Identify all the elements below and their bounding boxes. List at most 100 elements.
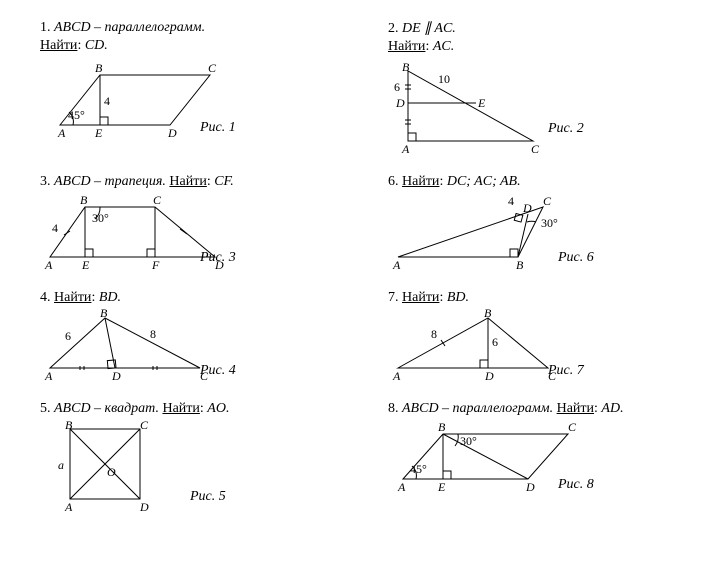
label-C: C [153, 193, 162, 207]
label-B: B [80, 193, 88, 207]
label-B: B [100, 308, 108, 320]
caption: Рис. 7 [548, 363, 584, 379]
figure-4: A B C D 6 8 Рис. 4 [40, 308, 328, 383]
label-D: D [167, 126, 177, 140]
problem-title: 4. Найти: BD. [40, 290, 328, 306]
label-E: E [94, 126, 103, 140]
label-B: B [402, 61, 410, 74]
caption: Рис. 8 [558, 477, 594, 493]
problem-grid: 1. ABCD – параллелограмм. Найти: CD. A B… [40, 20, 676, 522]
find-label: Найти [402, 290, 439, 305]
label-A: A [392, 258, 401, 272]
figure-5: A B C D O a Рис. 5 [40, 419, 328, 514]
find-label: Найти [557, 401, 594, 416]
side-value: 4 [52, 221, 58, 235]
label-C: C [531, 142, 540, 156]
problem-number: 2. [388, 21, 399, 36]
figure-3: A B C D E F 30° 4 Рис. 3 [40, 192, 328, 272]
label-C: C [140, 419, 149, 432]
label-D: D [111, 369, 121, 383]
label-A: A [64, 500, 73, 514]
problem-number: 6. [388, 174, 399, 189]
problem-title: 6. Найти: DC; AC; AB. [388, 174, 676, 190]
figure-8: A B C D E 45° 30° Рис. 8 [388, 419, 676, 499]
find-label: Найти [402, 174, 439, 189]
label-C: C [208, 61, 217, 75]
find-target: DC; AC; AB. [447, 174, 521, 189]
find-target: AO. [207, 401, 229, 416]
find-target: AD. [601, 401, 623, 416]
label-A: A [401, 142, 410, 156]
caption: Рис. 3 [200, 250, 236, 266]
problem-desc: ABCD – параллелограмм. [402, 401, 553, 416]
label-C: C [568, 420, 577, 434]
side2-value: 6 [492, 335, 498, 349]
find-target: CF. [214, 174, 234, 189]
caption: Рис. 1 [200, 120, 236, 136]
problem-title: 3. ABCD – трапеция. Найти: CF. [40, 174, 328, 190]
side-value: 4 [104, 94, 110, 108]
label-D: D [139, 500, 149, 514]
label-D: D [484, 369, 494, 383]
label-A: A [392, 369, 401, 383]
angle-value: 45° [68, 108, 85, 122]
side2-value: 10 [438, 72, 450, 86]
problem-number: 8. [388, 401, 399, 416]
find-line: Найти: AC. [388, 39, 676, 55]
angle2-value: 30° [460, 434, 477, 448]
find-label: Найти [162, 401, 199, 416]
label-B: B [95, 61, 103, 75]
problem-1: 1. ABCD – параллелограмм. Найти: CD. A B… [40, 20, 328, 156]
figure-7: A B C D 8 6 Рис. 7 [388, 308, 676, 383]
problem-desc: ABCD – квадрат. [54, 401, 159, 416]
problem-title: 5. ABCD – квадрат. Найти: AO. [40, 401, 328, 417]
label-A: A [44, 258, 53, 272]
problem-number: 3. [40, 174, 51, 189]
caption: Рис. 2 [548, 121, 584, 137]
side-value: 4 [508, 194, 514, 208]
label-D: D [395, 96, 405, 110]
label-A: A [397, 480, 406, 494]
find-line: Найти: CD. [40, 38, 328, 54]
caption: Рис. 6 [558, 250, 594, 266]
label-D: D [522, 201, 532, 215]
label-B: B [438, 420, 446, 434]
side2-value: 8 [150, 327, 156, 341]
side1-value: 6 [394, 80, 400, 94]
diagram-triangle: A B C D E 6 10 [388, 61, 598, 156]
problem-desc: ABCD – трапеция. [54, 174, 166, 189]
caption: Рис. 5 [190, 489, 226, 505]
problem-desc: DE ∥ AC. [402, 21, 456, 36]
label-O: O [107, 465, 116, 479]
label-B: B [516, 258, 524, 272]
problem-title: 1. ABCD – параллелограмм. [40, 20, 328, 36]
figure-2: A B C D E 6 10 Рис. 2 [388, 61, 676, 156]
find-target: CD. [85, 38, 108, 53]
problem-number: 5. [40, 401, 51, 416]
figure-1: A B C D E 45° 4 Рис. 1 [40, 60, 328, 140]
label-B: B [484, 308, 492, 320]
problem-number: 4. [40, 290, 51, 305]
problem-8: 8. ABCD – параллелограмм. Найти: AD. A B… [388, 401, 676, 514]
find-label: Найти [169, 174, 206, 189]
label-B: B [65, 419, 73, 432]
problem-title: 2. DE ∥ AC. [388, 20, 676, 37]
angle1-value: 45° [410, 462, 427, 476]
problem-2: 2. DE ∥ AC. Найти: AC. A B C [388, 20, 676, 156]
find-label: Найти [54, 290, 91, 305]
problem-title: 7. Найти: BD. [388, 290, 676, 306]
label-A: A [57, 126, 66, 140]
find-label: Найти [40, 38, 77, 53]
problem-title: 8. ABCD – параллелограмм. Найти: AD. [388, 401, 676, 417]
label-F: F [151, 258, 160, 272]
side1-value: 6 [65, 329, 71, 343]
problem-6: 6. Найти: DC; AC; AB. A B C D 30° 4 Р [388, 174, 676, 272]
label-E: E [477, 96, 486, 110]
problem-5: 5. ABCD – квадрат. Найти: AO. A B C D O … [40, 401, 328, 514]
label-A: A [44, 369, 53, 383]
problem-desc: ABCD – параллелограмм. [54, 20, 205, 35]
label-E: E [81, 258, 90, 272]
label-C: C [543, 194, 552, 208]
label-E: E [437, 480, 446, 494]
find-label: Найти [388, 39, 425, 54]
